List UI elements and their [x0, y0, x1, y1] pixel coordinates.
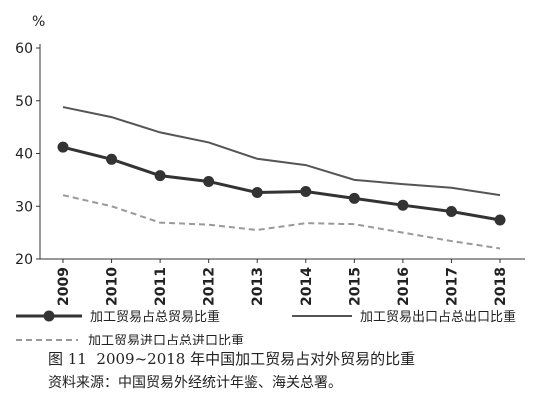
series-1-point — [57, 141, 69, 153]
series-1-point — [300, 185, 312, 197]
source-note: 资料来源：中国贸易外经统计年鉴、海关总署。 — [48, 375, 342, 391]
y-tick-label: 20 — [15, 252, 33, 268]
line-chart: % 20 30 40 50 60 2009 2010 2011 2012 2013 2014 201… — [15, 14, 525, 345]
y-tick-label: 40 — [15, 147, 33, 163]
x-tick-label: 2011 — [153, 267, 169, 306]
y-axis: 20 30 40 50 60 — [15, 41, 41, 268]
x-tick-label: 2012 — [202, 267, 218, 306]
series-line-2 — [62, 106, 501, 197]
x-tick-label: 2015 — [347, 267, 363, 306]
legend-marker — [43, 310, 55, 322]
series-1-point — [154, 170, 166, 182]
y-axis-unit-label: % — [32, 14, 45, 30]
y-tick-label: 60 — [15, 41, 33, 57]
figure-title: 2009~2018 年中国加工贸易占对外贸易的比重 — [96, 350, 416, 368]
x-tick-label: 2016 — [396, 267, 412, 306]
x-tick-label: 2018 — [493, 267, 509, 306]
y-tick-label: 50 — [15, 94, 33, 110]
series-1-point — [251, 187, 263, 199]
plot-area — [57, 106, 506, 250]
x-tick-label: 2014 — [299, 267, 315, 306]
x-tick-label: 2010 — [105, 267, 121, 306]
figure-number: 图 11 — [48, 350, 87, 368]
series-1-point — [348, 192, 360, 204]
legend-label-1: 加工贸易占总贸易比重 — [90, 309, 220, 325]
series-line-3 — [62, 194, 501, 250]
x-tick-label: 2017 — [444, 267, 460, 306]
legend-label-2: 加工贸易出口占总出口比重 — [360, 309, 516, 325]
figure-caption: 图 11 2009~2018 年中国加工贸易占对外贸易的比重 — [48, 348, 415, 369]
x-tick-label: 2009 — [56, 267, 72, 306]
legend-label-3: 加工贸易进口占总进口比重 — [88, 333, 244, 345]
series-1-point — [445, 206, 457, 218]
y-tick-label: 30 — [15, 199, 33, 215]
series-1-point — [106, 153, 118, 165]
x-axis: 2009 2010 2011 2012 2013 2014 2015 2016 2017 2018 — [40, 258, 525, 306]
series-1-point — [203, 175, 215, 187]
series-1-point — [494, 214, 506, 226]
series-line-1 — [62, 145, 501, 222]
x-tick-label: 2013 — [250, 267, 266, 306]
series-1-point — [397, 199, 409, 211]
